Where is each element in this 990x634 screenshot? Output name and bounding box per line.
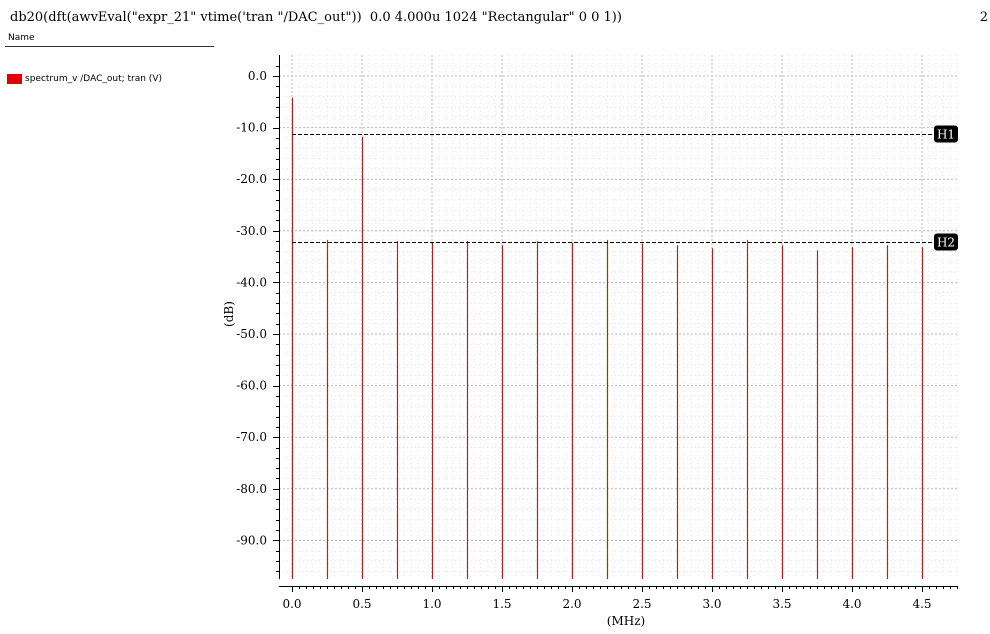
y-tick-label: 0.0 (248, 69, 267, 83)
x-tick-label: 2.0 (562, 597, 581, 611)
legend-header: Name (8, 33, 35, 43)
subwindow-number: 2 (979, 10, 988, 25)
legend-label: spectrum_v /DAC_out; tran (V) (25, 74, 162, 84)
marker-tag-box (934, 125, 958, 143)
window-title: db20(dft(awvEval("expr_21" vtime('tran "… (10, 10, 622, 25)
x-tick-label: 3.5 (772, 597, 791, 611)
marker-tag-label: H1 (937, 128, 955, 142)
y-tick-label: -90.0 (236, 533, 267, 547)
legend-swatch (7, 74, 22, 84)
axes (273, 55, 958, 592)
y-tick-label: -70.0 (236, 430, 267, 444)
legend-item-spectrum[interactable]: spectrum_v /DAC_out; tran (V) (7, 74, 162, 84)
marker-tag-box (934, 233, 958, 251)
x-tick-label: 0.5 (352, 597, 371, 611)
tick-labels: 0.0 -10.0 -20.0 -30.0 -40.0 -50.0 -60.0 -70.0 -8… (222, 69, 932, 628)
y-tick-label: -40.0 (236, 275, 267, 289)
y-tick-label: -60.0 (236, 379, 267, 393)
y-tick-label: -50.0 (236, 327, 267, 341)
x-tick-label: 2.5 (632, 597, 651, 611)
x-tick-label: 4.5 (912, 597, 931, 611)
x-tick-label: 1.5 (492, 597, 511, 611)
marker-tag-h1: H1 (934, 125, 958, 143)
y-tick-label: -30.0 (236, 224, 267, 238)
x-tick-label: 1.0 (422, 597, 441, 611)
x-tick-label: 4.0 (842, 597, 861, 611)
horizontal-markers: H1 H2 (292, 125, 958, 251)
x-axis-title: (MHz) (607, 614, 645, 628)
y-tick-label: -20.0 (236, 172, 267, 186)
marker-tag-label: H2 (937, 236, 955, 250)
x-tick-label: 0.0 (282, 597, 301, 611)
stems (291, 97, 924, 579)
y-tick-label: -10.0 (236, 121, 267, 135)
y-tick-label: -80.0 (236, 482, 267, 496)
marker-tag-h2: H2 (934, 233, 958, 251)
y-axis-title: (dB) (222, 301, 236, 327)
x-tick-label: 3.0 (702, 597, 721, 611)
legend-divider (5, 46, 214, 47)
grid (279, 55, 958, 579)
